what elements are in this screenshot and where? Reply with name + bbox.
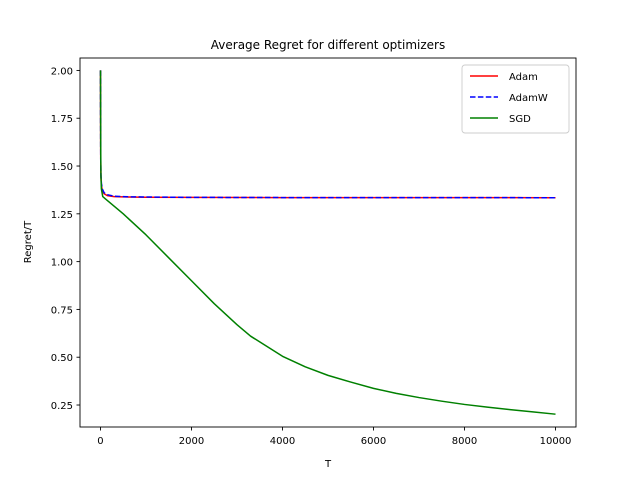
- legend-label-adamw: AdamW: [509, 93, 548, 104]
- x-axis-label: T: [324, 459, 332, 470]
- y-tick-label: 1.50: [51, 162, 73, 173]
- axes-frame: [79, 57, 577, 428]
- chart-title: Average Regret for different optimizers: [211, 38, 445, 52]
- legend: Adam AdamW SGD: [461, 64, 570, 134]
- x-tick-label: 4000: [270, 436, 295, 447]
- legend-label-sgd: SGD: [509, 114, 531, 125]
- y-tick-label: 2.00: [51, 66, 73, 77]
- series-line-sgd: [99, 70, 556, 415]
- legend-label-adam: Adam: [509, 72, 538, 83]
- x-tick-label: 8000: [452, 436, 477, 447]
- y-tick-label: 1.00: [51, 258, 73, 269]
- x-tick-label: 6000: [361, 436, 386, 447]
- ticks: 0 2000 4000 6000 8000 10000 0.25 0.50 0.75 1.00 1.…: [51, 66, 572, 447]
- x-tick-label: 10000: [540, 436, 572, 447]
- plot-area: [99, 70, 556, 415]
- y-tick-label: 1.75: [51, 114, 73, 125]
- y-tick-label: 0.50: [51, 353, 73, 364]
- y-axis-label: Regret/T: [23, 220, 34, 263]
- y-tick-label: 0.25: [51, 401, 73, 412]
- legend-box: [461, 64, 570, 134]
- x-tick-label: 2000: [179, 436, 204, 447]
- x-tick-label: 0: [97, 436, 103, 447]
- y-tick-label: 0.75: [51, 305, 73, 316]
- y-tick-label: 1.25: [51, 210, 73, 221]
